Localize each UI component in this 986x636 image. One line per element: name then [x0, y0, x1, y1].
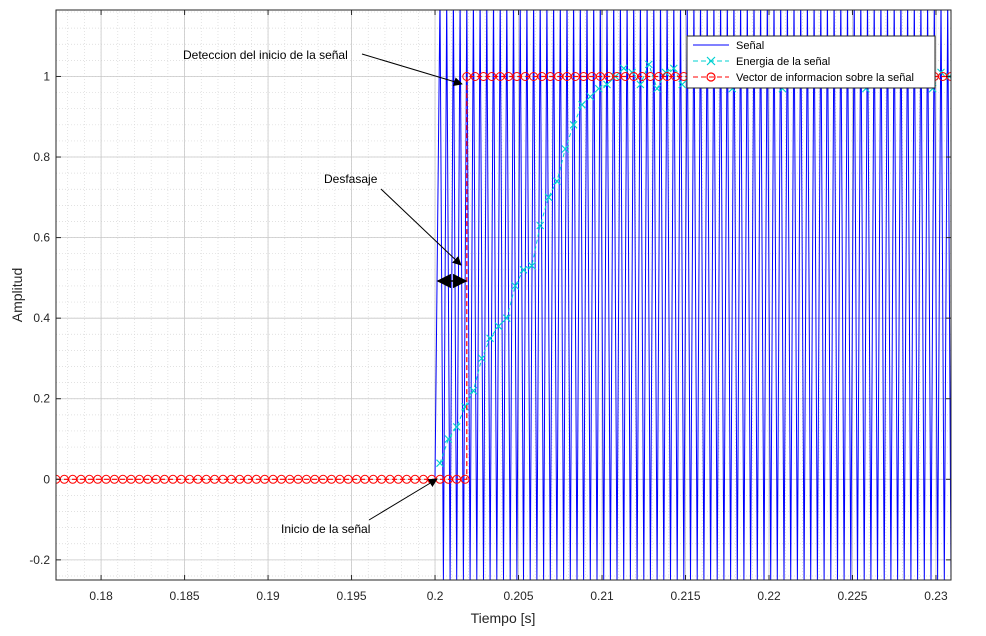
energia-marker [511, 282, 520, 290]
x-tick-label: 0.215 [670, 589, 700, 603]
annotation-desfasaje-arrow [380, 188, 462, 266]
energia-marker [578, 100, 586, 109]
y-tick-label: 0.2 [33, 392, 50, 406]
x-axis-label: Tiempo [s] [471, 610, 536, 626]
annotation-detection-arrow [361, 53, 463, 86]
x-tick-label: 0.225 [837, 589, 867, 603]
energia-marker [536, 221, 545, 230]
x-tick-label: 0.21 [590, 589, 614, 603]
energia-marker [461, 402, 469, 411]
energia-marker [452, 423, 461, 431]
legend-label-senal: Señal [736, 40, 764, 52]
energia-marker [586, 92, 595, 101]
energia-marker [594, 84, 603, 93]
legend-marker-energia [706, 56, 716, 66]
energia-marker [561, 145, 570, 153]
energia-marker [544, 193, 553, 202]
energia-marker [494, 322, 503, 331]
energia-marker [653, 84, 661, 93]
annotations: Deteccion del inicio de la señal Desfasa… [183, 48, 468, 536]
x-tick-label: 0.195 [337, 589, 367, 603]
y-tick-label: 0.8 [33, 150, 50, 164]
y-tick-label: 1 [43, 69, 50, 83]
x-tick-label: 0.185 [170, 589, 200, 603]
annotation-inicio-arrow [368, 478, 438, 521]
legend-label-vector: Vector de informacion sobre la señal [736, 72, 914, 84]
annotation-detection-label: Deteccion del inicio de la señal [183, 48, 348, 62]
y-tick-label: -0.2 [29, 553, 50, 567]
energia-marker [603, 80, 611, 89]
legend-label-energia: Energia de la señal [736, 56, 830, 68]
energia-marker [553, 177, 561, 186]
energia-marker [486, 334, 494, 343]
annotation-inicio-label: Inicio de la señal [281, 522, 370, 536]
x-tick-label: 0.2 [427, 589, 444, 603]
y-axis-label: Amplitud [9, 268, 25, 322]
energia-marker [444, 435, 453, 443]
x-tick-label: 0.22 [757, 589, 781, 603]
legend: Señal Energia de la señal Vector de info… [686, 35, 936, 89]
energia-marker [644, 60, 653, 69]
energia-marker [569, 120, 578, 129]
energia-marker [469, 386, 478, 395]
energia-marker [502, 314, 511, 323]
y-axis-ticks: -0.2 0 0.2 0.4 0.6 0.8 1 [29, 69, 951, 567]
x-axis-ticks: 0.18 0.185 0.19 0.195 0.2 0.205 0.21 0.215 0.22 0… [89, 10, 948, 603]
energia-marker [528, 261, 536, 270]
x-tick-label: 0.19 [256, 589, 280, 603]
energia-marker [636, 80, 645, 89]
vector-marker [460, 474, 470, 484]
plot-frame [55, 9, 952, 581]
energia-marker [619, 64, 628, 73]
y-tick-label: 0 [43, 472, 50, 486]
y-tick-label: 0.6 [33, 231, 50, 245]
energia-marker [669, 64, 678, 73]
x-tick-label: 0.23 [924, 589, 948, 603]
energia-marker [477, 354, 486, 363]
x-tick-label: 0.18 [89, 589, 113, 603]
energia-marker [519, 265, 528, 274]
energia-marker [436, 459, 444, 468]
legend-marker-vector [706, 72, 716, 82]
annotation-desfasaje-label: Desfasaje [324, 172, 378, 186]
y-tick-label: 0.4 [33, 311, 50, 325]
senal-line [434, 10, 951, 580]
series-senal [434, 10, 951, 580]
x-tick-label: 0.205 [504, 589, 534, 603]
energia-marker [678, 80, 687, 89]
